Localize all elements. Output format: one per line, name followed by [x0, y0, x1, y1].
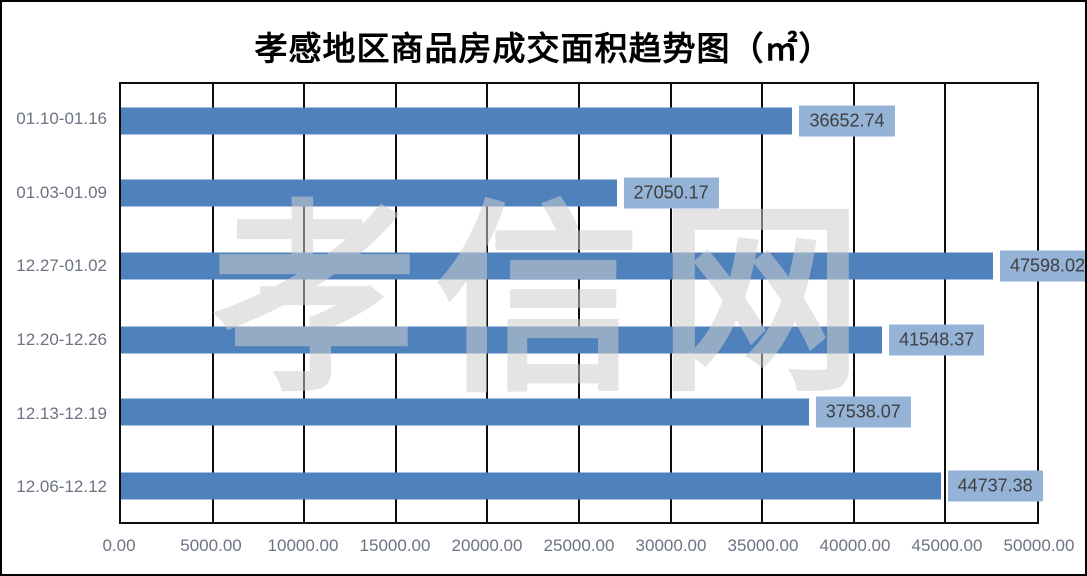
- gridline: [211, 84, 214, 522]
- bar: [121, 252, 993, 280]
- category-label: 12.06-12.12: [16, 477, 107, 497]
- gridline: [944, 84, 947, 522]
- bar: [121, 326, 883, 353]
- bar-row: 44737.38: [121, 449, 1043, 522]
- value-axis-tick-label: 30000.00: [635, 536, 707, 555]
- gridline: [761, 84, 764, 522]
- bar: [121, 107, 793, 134]
- gridline: [578, 84, 580, 522]
- bar-row: 37538.07: [121, 376, 1037, 449]
- bar-value-label: 27050.17: [623, 177, 719, 209]
- category-label: 01.03-01.09: [16, 182, 107, 202]
- bar-row: 36652.74: [121, 84, 1037, 157]
- plot-area: 36652.74 27050.17 47598.02 41548.37 37538.07…: [119, 82, 1085, 524]
- value-axis: 0.00 5000.00 10000.00 15000.00 20000.00 25000…: [102, 536, 1074, 560]
- bar: [121, 472, 941, 499]
- gridline: [303, 84, 306, 522]
- chart-title: 孝感地区商品房成交面积趋势图（㎡）: [254, 29, 833, 68]
- bar: [121, 398, 809, 426]
- category-label: 01.10-01.16: [16, 108, 107, 128]
- bar-row: 27050.17: [121, 157, 1037, 230]
- value-axis-tick-label: 0.00: [102, 536, 136, 555]
- gridline: [852, 84, 855, 522]
- value-axis-tick-label: 5000.00: [180, 536, 242, 555]
- bar-value-label: 44737.38: [947, 470, 1043, 501]
- gridline: [394, 84, 397, 522]
- value-axis-tick-label: 25000.00: [543, 536, 615, 555]
- category-label: 12.20-12.26: [16, 329, 107, 349]
- bar-value-label: 47598.02: [999, 250, 1085, 282]
- bar-row: 41548.37: [121, 303, 1037, 376]
- bar-value-label: 41548.37: [889, 324, 985, 355]
- gridline: [669, 84, 672, 522]
- value-axis-tick-label: 50000.00: [1003, 536, 1075, 555]
- value-axis-tick-label: 10000.00: [267, 536, 339, 555]
- bar-value-label: 37538.07: [815, 396, 911, 428]
- value-axis-tick-label: 45000.00: [911, 536, 983, 555]
- category-label: 12.13-12.19: [16, 403, 107, 423]
- bar-value-label: 36652.74: [799, 105, 895, 136]
- value-axis-tick-label: 20000.00: [451, 536, 523, 555]
- value-axis-tick-label: 35000.00: [727, 536, 799, 555]
- value-axis-tick-label: 15000.00: [359, 536, 431, 555]
- category-axis: 01.10-01.16 01.03-01.09 12.27-01.02 12.20-1…: [2, 82, 107, 524]
- bar-row: 47598.02: [121, 230, 1085, 303]
- value-axis-tick-label: 40000.00: [819, 536, 891, 555]
- category-label: 12.27-01.02: [16, 256, 107, 276]
- gridline: [486, 84, 489, 522]
- bar: [121, 179, 617, 207]
